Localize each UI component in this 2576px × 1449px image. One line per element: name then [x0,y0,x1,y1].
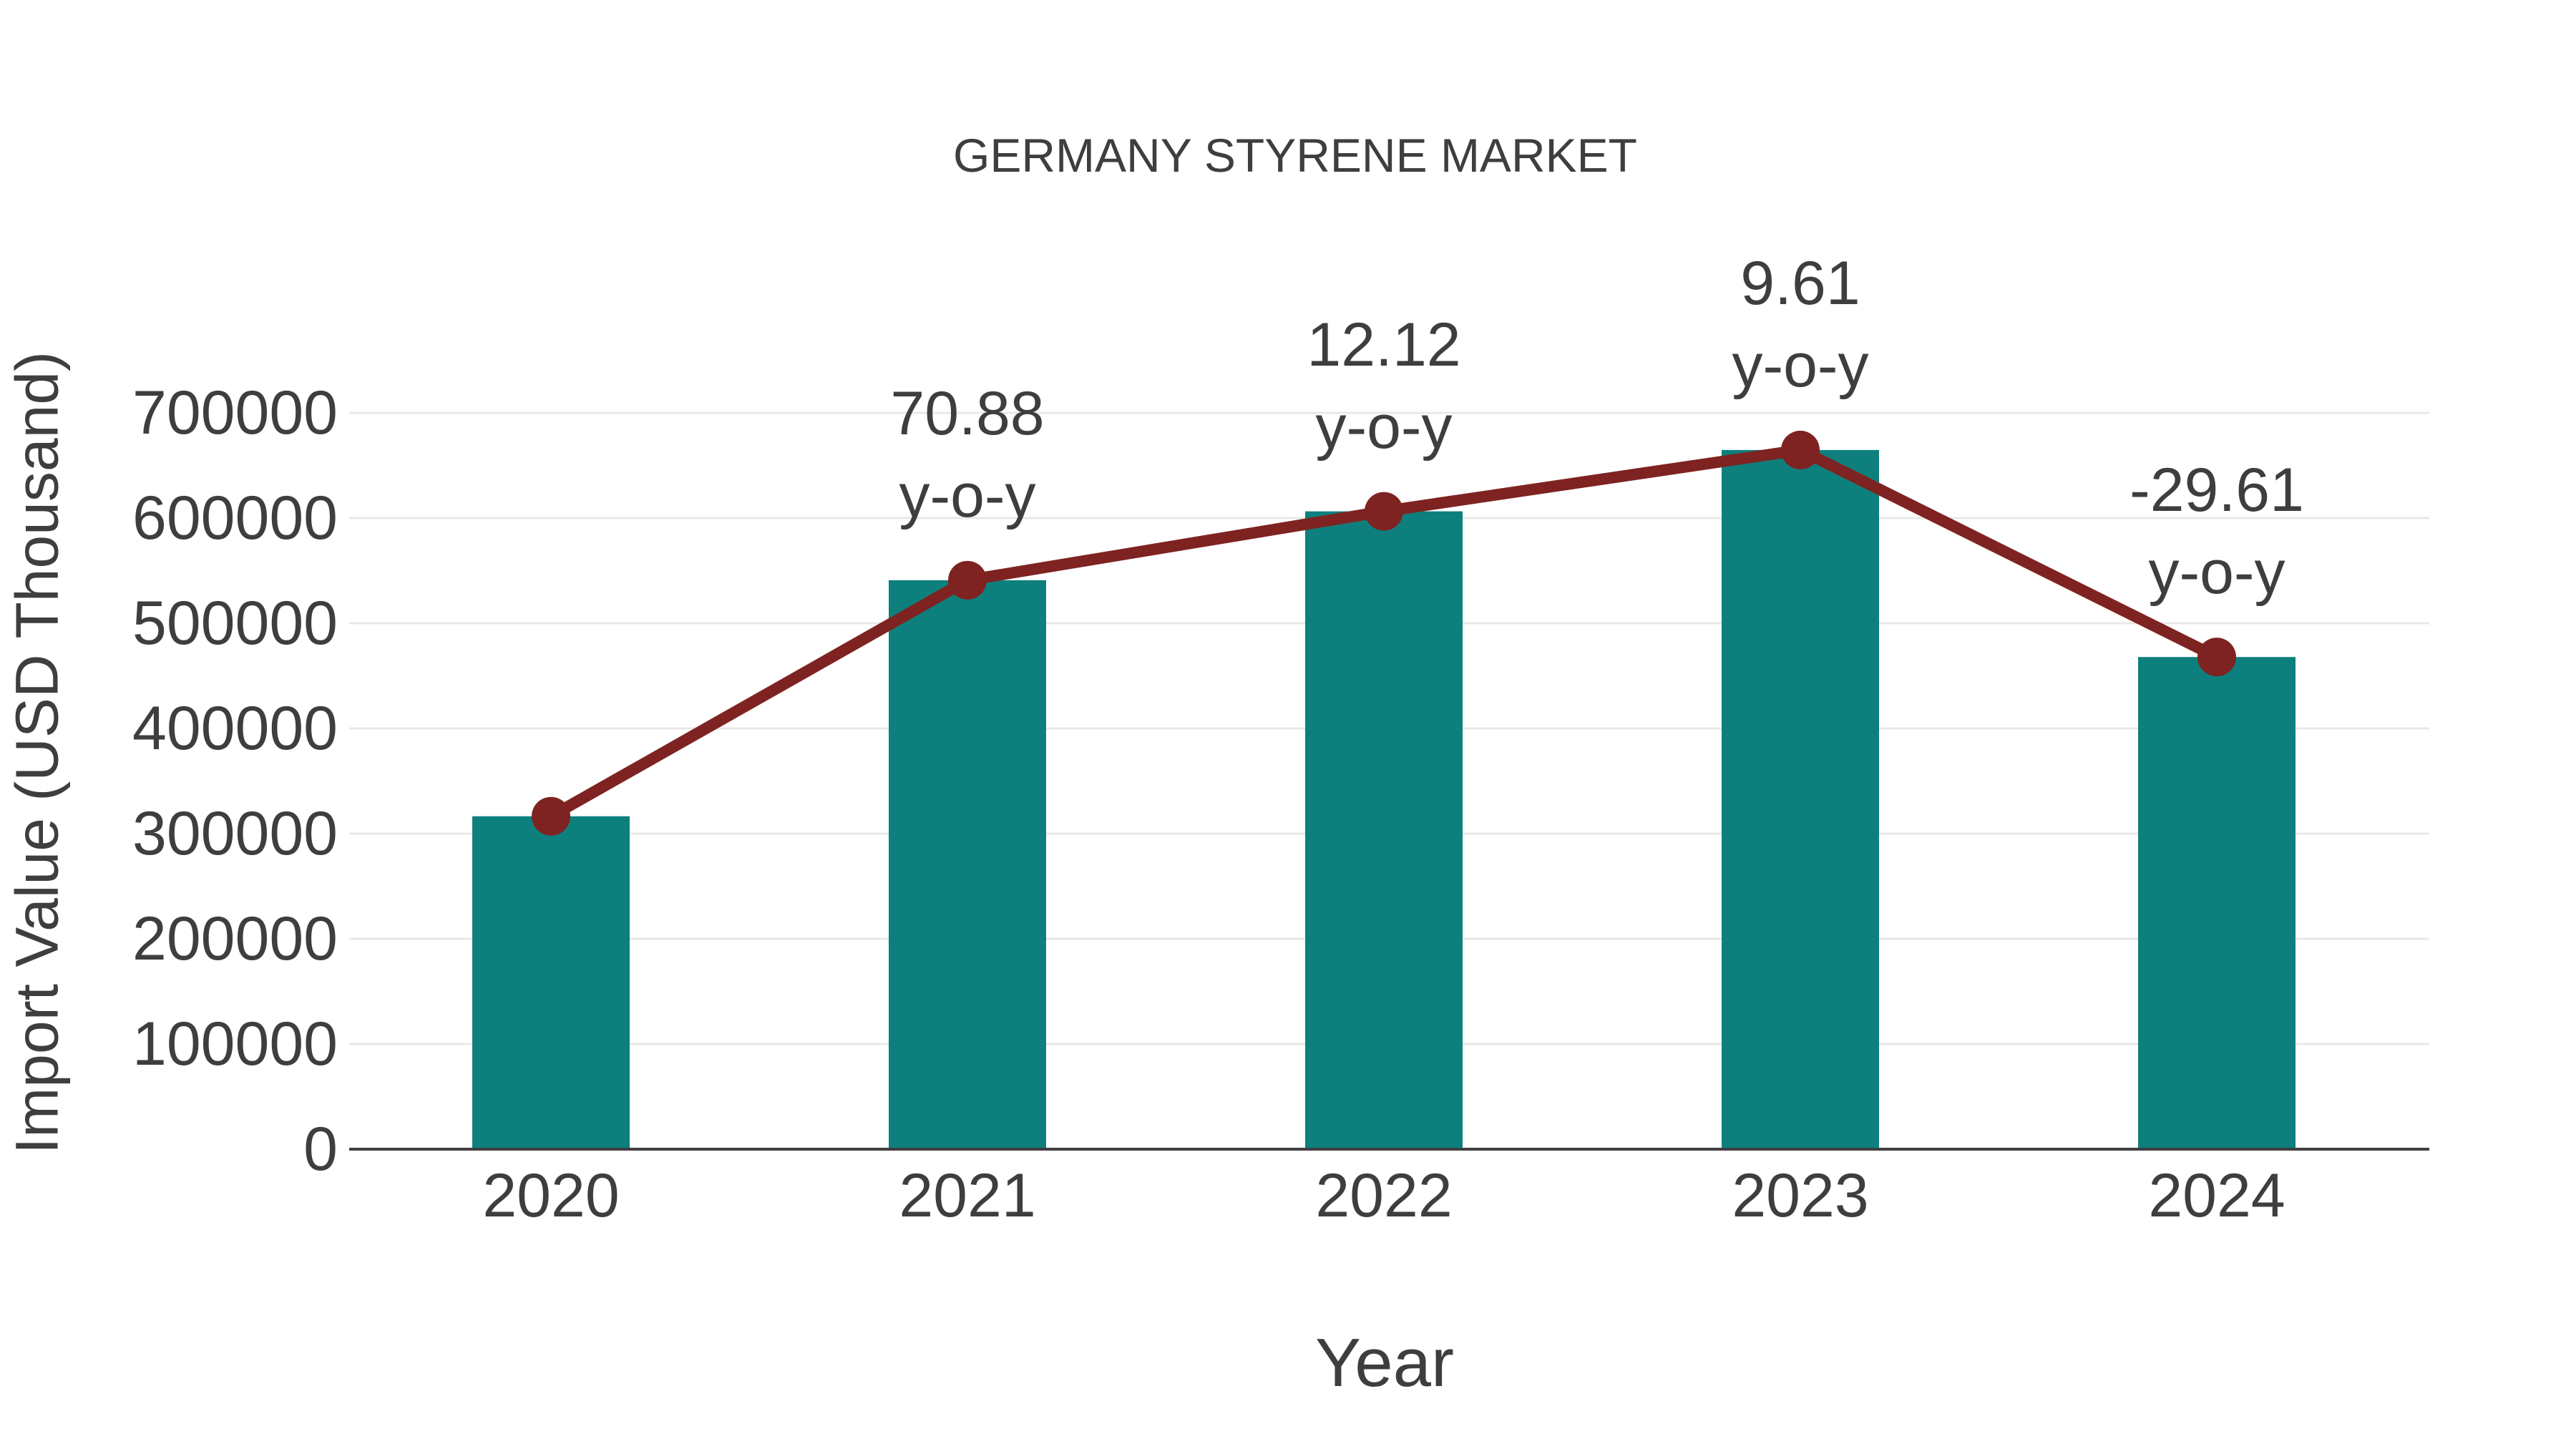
x-axis-title: Year [1315,1324,1454,1401]
y-tick-label-700000: 700000 [132,379,338,447]
annotation-2022: 12.12 y-o-y [1133,304,1634,469]
x-tick-label-2020: 2020 [482,1161,620,1230]
annotation-value: 70.88 [890,379,1045,448]
bar-2020 [472,816,630,1149]
annotation-2024: -29.61 y-o-y [1966,449,2467,614]
annotation-2023: 9.61 y-o-y [1550,243,2051,407]
y-tick-label-100000: 100000 [132,1010,338,1078]
x-tick-label-2022: 2022 [1315,1161,1453,1230]
y-tick-label-0: 0 [303,1115,338,1184]
y-tick-label-200000: 200000 [132,904,338,973]
annotation-yoy-label: y-o-y [2148,538,2285,608]
annotation-value: -29.61 [2129,456,2304,525]
chart-title: GERMANY STYRENE MARKET [953,129,1637,182]
y-tick-label-400000: 400000 [132,694,338,763]
trend-dot-2022 [1365,492,1403,531]
annotation-value: 12.12 [1307,310,1461,379]
trend-dot-2023 [1781,430,1820,469]
trend-dot-2020 [532,796,570,836]
bar-2022 [1305,511,1463,1149]
x-tick-label-2024: 2024 [2148,1161,2285,1230]
annotation-yoy-label: y-o-y [1315,392,1453,462]
bar-2023 [1722,449,1879,1149]
annotation-yoy-label: y-o-y [899,461,1036,530]
y-tick-label-500000: 500000 [132,589,338,658]
annotation-yoy-label: y-o-y [1732,331,1869,400]
annotation-value: 9.61 [1740,248,1860,318]
y-tick-label-600000: 600000 [132,484,338,552]
trend-dot-2021 [948,560,987,600]
bar-2021 [889,580,1046,1149]
trend-dot-2024 [2197,638,2236,677]
x-tick-label-2023: 2023 [1732,1161,1869,1230]
x-tick-label-2021: 2021 [899,1161,1036,1230]
annotation-2021: 70.88 y-o-y [717,373,1218,537]
y-tick-label-300000: 300000 [132,799,338,868]
bar-2024 [2138,657,2296,1149]
